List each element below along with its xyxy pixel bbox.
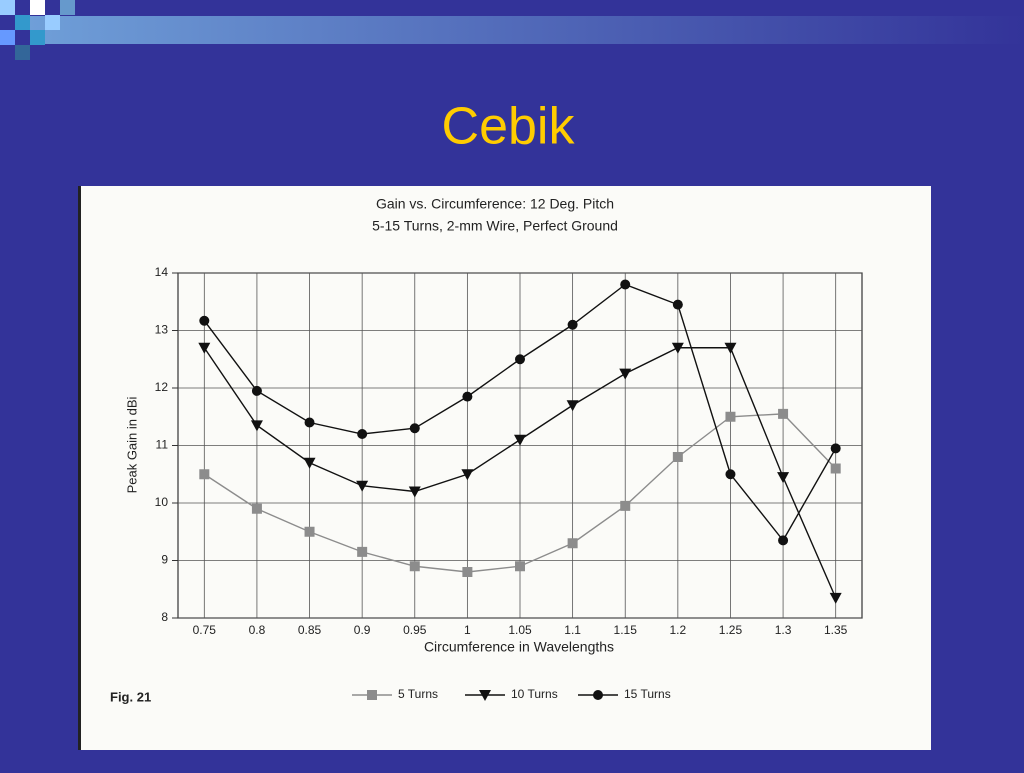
marker: [198, 342, 211, 354]
chart-title: Gain vs. Circumference: 12 Deg. Pitch: [376, 196, 614, 212]
legend-marker: [367, 690, 377, 700]
y-tick-label: 12: [155, 380, 169, 394]
marker: [304, 417, 315, 428]
marker: [357, 546, 368, 557]
y-tick-label: 10: [155, 495, 169, 509]
marker: [409, 561, 420, 572]
marker: [199, 469, 210, 480]
legend-label: 10 Turns: [511, 687, 558, 701]
marker: [303, 457, 316, 469]
marker: [725, 411, 736, 422]
x-tick-label: 1.3: [775, 623, 792, 637]
legend-marker: [479, 690, 491, 701]
panel-edge: [78, 186, 81, 750]
chart-subtitle: 5-15 Turns, 2-mm Wire, Perfect Ground: [372, 218, 618, 234]
x-tick-label: 1.25: [719, 623, 743, 637]
marker: [250, 420, 263, 432]
legend-entry: 5 Turns: [352, 687, 438, 701]
chart-panel: [78, 186, 931, 750]
x-tick-label: 1.35: [824, 623, 848, 637]
header-bar: [30, 16, 1024, 44]
x-tick-label: 0.85: [298, 623, 322, 637]
marker: [514, 434, 526, 446]
marker: [356, 480, 369, 492]
marker: [724, 342, 737, 354]
y-tick-label: 13: [155, 323, 169, 337]
marker: [620, 279, 631, 290]
legend-entry: 10 Turns: [465, 687, 558, 701]
y-tick-label: 9: [161, 553, 168, 567]
marker: [462, 391, 473, 402]
marker: [304, 526, 315, 537]
marker: [567, 538, 578, 549]
marker: [357, 429, 368, 439]
x-tick-label: 1: [464, 623, 471, 637]
x-tick-label: 0.9: [354, 623, 371, 637]
marker: [567, 319, 578, 330]
marker: [515, 561, 525, 572]
y-tick-label: 8: [161, 610, 168, 624]
marker: [829, 592, 842, 604]
marker: [725, 469, 736, 480]
x-tick-label: 1.1: [564, 623, 581, 637]
marker: [408, 486, 421, 498]
marker: [619, 368, 632, 380]
series: [198, 342, 842, 604]
series: [199, 408, 841, 577]
marker: [672, 452, 683, 462]
marker: [199, 315, 210, 326]
marker: [251, 503, 262, 514]
marker: [409, 423, 420, 434]
corner-squares: [0, 0, 75, 60]
marker: [830, 463, 841, 474]
marker: [778, 408, 789, 419]
y-axis-label: Peak Gain in dBi: [124, 396, 139, 493]
marker: [462, 567, 473, 577]
series: [199, 279, 841, 546]
marker: [777, 472, 790, 484]
x-tick-label: 1.05: [508, 623, 532, 637]
marker: [671, 342, 684, 354]
y-tick-label: 11: [156, 438, 169, 452]
slide-title: Cebik: [442, 98, 576, 156]
x-tick-label: 1.2: [670, 623, 687, 637]
x-axis-label: Circumference in Wavelengths: [424, 639, 614, 655]
legend-label: 5 Turns: [398, 687, 438, 701]
marker: [672, 299, 683, 310]
y-tick-label: 14: [155, 265, 169, 279]
marker: [515, 354, 525, 365]
legend-marker: [593, 690, 603, 700]
figure-label: Fig. 21: [110, 689, 151, 704]
legend-entry: 15 Turns: [578, 687, 671, 701]
x-tick-label: 0.8: [249, 623, 266, 637]
marker: [778, 535, 789, 546]
legend-label: 15 Turns: [624, 687, 671, 701]
x-tick-label: 1.15: [614, 623, 638, 637]
marker: [251, 385, 262, 396]
x-tick-label: 0.75: [193, 623, 217, 637]
marker: [620, 500, 631, 511]
marker: [461, 469, 474, 481]
marker: [830, 443, 841, 454]
marker: [566, 400, 579, 412]
x-tick-label: 0.95: [403, 623, 427, 637]
